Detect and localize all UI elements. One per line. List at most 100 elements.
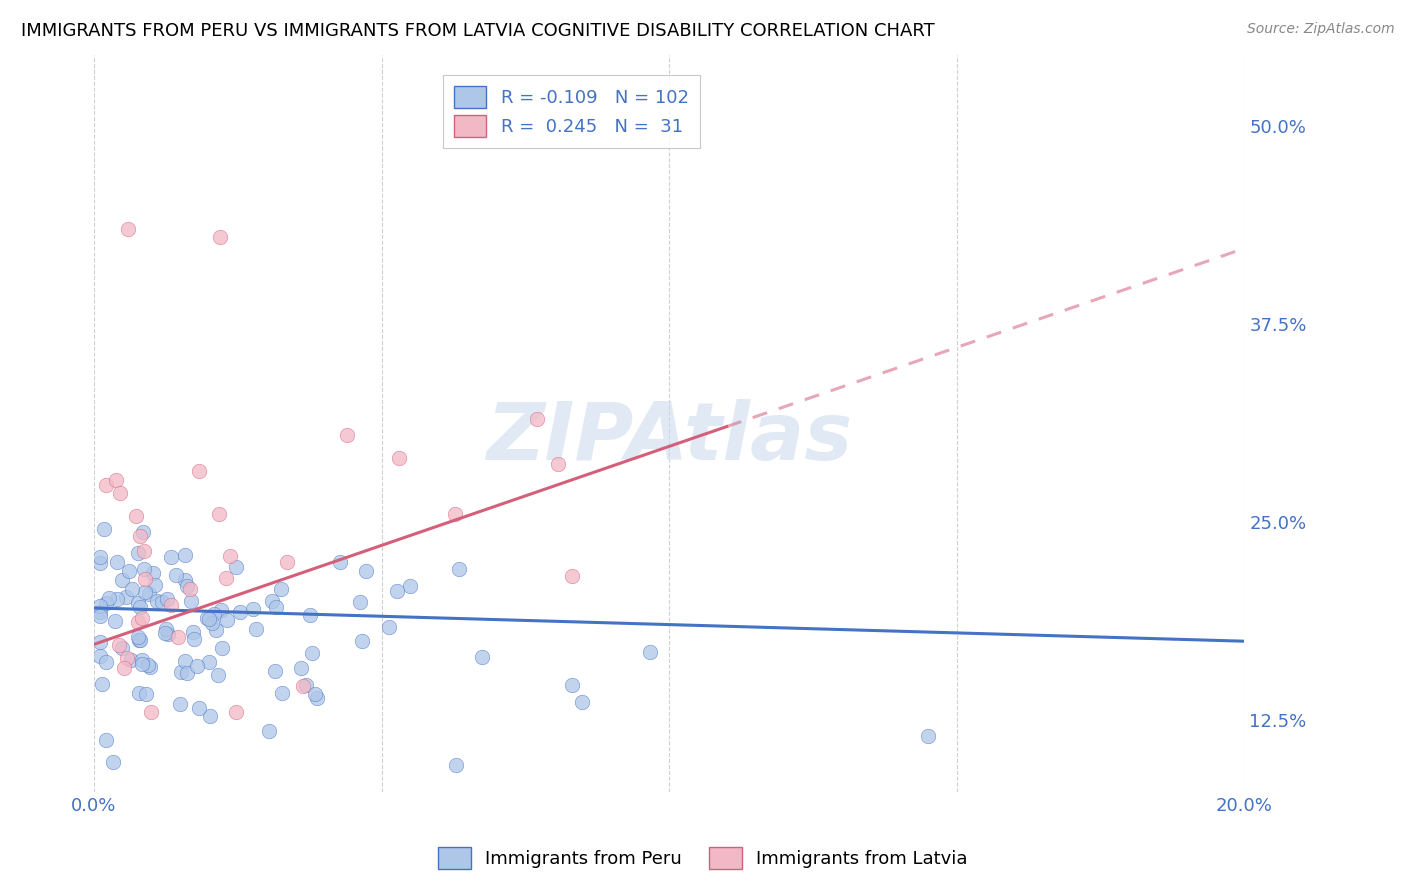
Text: Source: ZipAtlas.com: Source: ZipAtlas.com: [1247, 22, 1395, 37]
Point: [139, 659, 162, 673]
Point: [207, 668, 229, 682]
Point: [89, 599, 111, 614]
Legend: Immigrants from Peru, Immigrants from Latvia: Immigrants from Peru, Immigrants from La…: [432, 839, 974, 876]
Point: [229, 605, 252, 619]
Point: [188, 701, 211, 715]
Point: [139, 706, 162, 720]
Point: [257, 723, 280, 738]
Point: [89, 609, 111, 624]
Point: [131, 653, 153, 667]
Point: [98, 591, 121, 605]
Point: [176, 579, 198, 593]
Point: [121, 582, 143, 596]
Point: [571, 695, 593, 709]
Point: [174, 549, 197, 563]
Point: [125, 508, 148, 523]
Point: [304, 688, 326, 702]
Point: [198, 655, 221, 669]
Point: [449, 562, 471, 576]
Point: [135, 688, 157, 702]
Point: [89, 549, 111, 564]
Point: [378, 620, 401, 634]
Point: [142, 566, 165, 581]
Point: [170, 665, 193, 679]
Point: [111, 641, 134, 656]
Point: [215, 613, 238, 627]
Point: [271, 686, 294, 700]
Point: [211, 641, 233, 656]
Point: [111, 574, 134, 588]
Point: [349, 595, 371, 609]
Point: [132, 562, 155, 576]
Point: [263, 664, 285, 678]
Point: [209, 603, 232, 617]
Point: [117, 222, 139, 236]
Point: [388, 451, 411, 466]
Point: [136, 658, 159, 673]
Point: [103, 755, 125, 769]
Point: [547, 458, 569, 472]
Point: [146, 594, 169, 608]
Point: [134, 585, 156, 599]
Point: [129, 599, 152, 614]
Point: [186, 659, 208, 673]
Point: [329, 555, 352, 569]
Point: [115, 590, 138, 604]
Point: [127, 596, 149, 610]
Point: [295, 678, 318, 692]
Point: [561, 569, 583, 583]
Point: [108, 486, 131, 500]
Point: [264, 600, 287, 615]
Point: [131, 657, 153, 672]
Point: [128, 686, 150, 700]
Point: [176, 665, 198, 680]
Point: [181, 624, 204, 639]
Point: [245, 622, 267, 636]
Point: [155, 622, 177, 636]
Point: [270, 582, 292, 596]
Point: [307, 690, 329, 705]
Point: [207, 507, 229, 521]
Point: [156, 627, 179, 641]
Point: [128, 633, 150, 648]
Point: [131, 611, 153, 625]
Point: [105, 592, 128, 607]
Point: [301, 647, 323, 661]
Point: [276, 555, 298, 569]
Point: [174, 574, 197, 588]
Point: [120, 653, 142, 667]
Point: [89, 648, 111, 663]
Point: [471, 650, 494, 665]
Point: [143, 578, 166, 592]
Point: [204, 623, 226, 637]
Point: [127, 546, 149, 560]
Point: [153, 626, 176, 640]
Point: [561, 678, 583, 692]
Point: [156, 592, 179, 607]
Point: [96, 733, 118, 747]
Point: [291, 679, 314, 693]
Point: [94, 655, 117, 669]
Point: [215, 571, 238, 585]
Point: [134, 544, 156, 558]
Point: [166, 630, 188, 644]
Point: [127, 630, 149, 644]
Point: [138, 587, 160, 601]
Point: [198, 612, 221, 626]
Point: [89, 557, 111, 571]
Point: [89, 605, 111, 619]
Point: [129, 529, 152, 543]
Point: [188, 465, 211, 479]
Point: [638, 644, 661, 658]
Point: [180, 594, 202, 608]
Point: [225, 706, 247, 720]
Point: [165, 568, 187, 582]
Point: [127, 615, 149, 629]
Legend: R = -0.109   N = 102, R =  0.245   N =  31: R = -0.109 N = 102, R = 0.245 N = 31: [443, 75, 700, 148]
Point: [526, 412, 548, 426]
Text: IMMIGRANTS FROM PERU VS IMMIGRANTS FROM LATVIA COGNITIVE DISABILITY CORRELATION : IMMIGRANTS FROM PERU VS IMMIGRANTS FROM …: [21, 22, 935, 40]
Point: [112, 661, 135, 675]
Point: [107, 639, 129, 653]
Point: [917, 729, 939, 743]
Point: [399, 579, 422, 593]
